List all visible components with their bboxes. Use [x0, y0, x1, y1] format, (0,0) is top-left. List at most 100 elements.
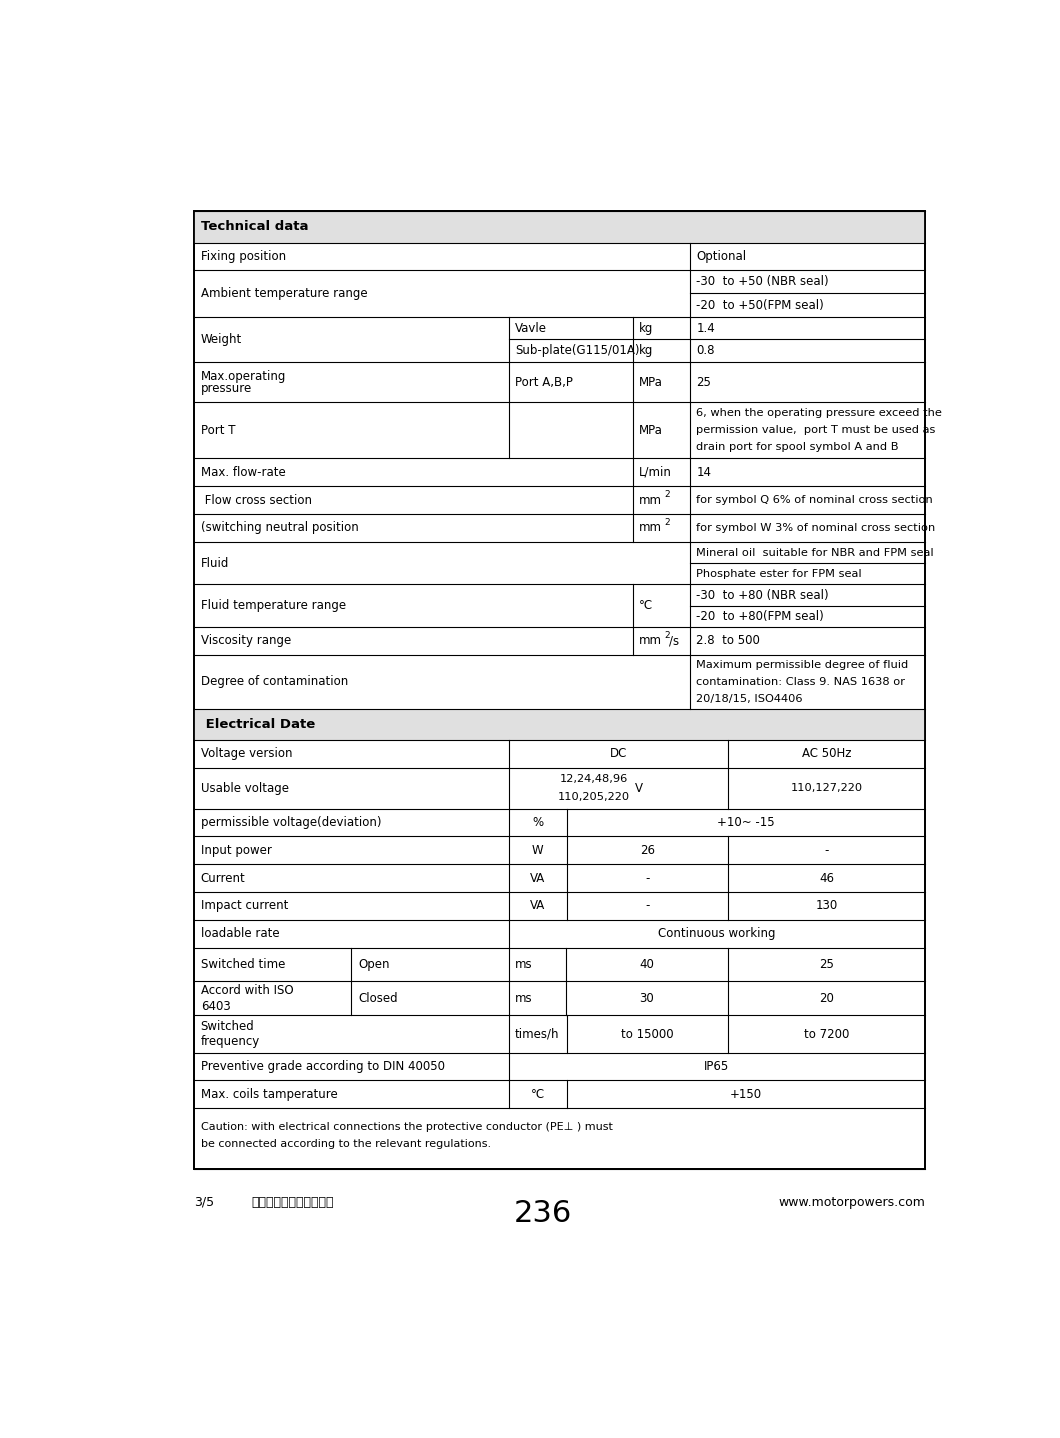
Text: mm: mm	[639, 522, 662, 535]
Text: -20  to +80(FPM seal): -20 to +80(FPM seal)	[696, 610, 824, 623]
Text: Port A,B,P: Port A,B,P	[515, 375, 573, 388]
Text: ms: ms	[515, 958, 533, 971]
Text: kg: kg	[639, 344, 654, 357]
Bar	[194, 709, 925, 741]
Text: mm: mm	[639, 634, 662, 647]
Text: www.motorpowers.com: www.motorpowers.com	[778, 1196, 925, 1209]
Text: contamination: Class 9. NAS 1638 or: contamination: Class 9. NAS 1638 or	[696, 677, 905, 687]
Text: 46: 46	[819, 871, 834, 884]
Text: Max. coils tamperature: Max. coils tamperature	[200, 1089, 337, 1102]
Text: Current: Current	[200, 871, 246, 884]
Text: Degree of contamination: Degree of contamination	[200, 676, 348, 689]
Text: loadable rate: loadable rate	[200, 928, 279, 940]
Bar	[194, 211, 925, 243]
Text: Fluid: Fluid	[200, 557, 229, 569]
Text: Voltage version: Voltage version	[200, 748, 293, 761]
Text: times/h: times/h	[515, 1028, 560, 1041]
Text: Max. flow-rate: Max. flow-rate	[200, 466, 285, 479]
Text: Continuous working: Continuous working	[658, 928, 776, 940]
Text: 2.8  to 500: 2.8 to 500	[696, 634, 760, 647]
Text: 40: 40	[639, 958, 654, 971]
Text: -: -	[825, 844, 829, 857]
Text: VA: VA	[530, 899, 546, 912]
Text: -: -	[646, 871, 650, 884]
Text: 14: 14	[696, 466, 711, 479]
Text: 宁波海士乐液压有限公司: 宁波海士乐液压有限公司	[251, 1196, 334, 1209]
Bar	[194, 211, 925, 1169]
Text: permission value,  port T must be used as: permission value, port T must be used as	[696, 426, 936, 436]
Text: DC: DC	[610, 748, 626, 761]
Text: Open: Open	[358, 958, 389, 971]
Text: 26: 26	[640, 844, 655, 857]
Text: 2: 2	[664, 518, 670, 526]
Text: permissible voltage(deviation): permissible voltage(deviation)	[200, 815, 382, 828]
Text: 6, when the operating pressure exceed the: 6, when the operating pressure exceed th…	[696, 408, 942, 418]
Text: Closed: Closed	[358, 992, 398, 1005]
Text: 6403: 6403	[200, 999, 230, 1012]
Text: 25: 25	[696, 375, 711, 388]
Text: V: V	[635, 782, 642, 795]
Text: IP65: IP65	[704, 1060, 729, 1073]
Text: 25: 25	[819, 958, 834, 971]
Text: 0.8: 0.8	[696, 344, 714, 357]
Text: (switching neutral position: (switching neutral position	[200, 522, 358, 535]
Text: Impact current: Impact current	[200, 899, 288, 912]
Text: -20  to +50(FPM seal): -20 to +50(FPM seal)	[696, 299, 824, 312]
Text: 130: 130	[815, 899, 837, 912]
Text: pressure: pressure	[200, 383, 252, 395]
Text: Electrical Date: Electrical Date	[200, 718, 315, 731]
Text: Max.operating: Max.operating	[200, 370, 286, 383]
Text: drain port for spool symbol A and B: drain port for spool symbol A and B	[696, 441, 899, 452]
Text: +150: +150	[730, 1089, 762, 1102]
Text: 236: 236	[514, 1199, 572, 1228]
Text: °C: °C	[531, 1089, 545, 1102]
Text: Fluid temperature range: Fluid temperature range	[200, 600, 346, 613]
Text: Phosphate ester for FPM seal: Phosphate ester for FPM seal	[696, 569, 862, 578]
Text: Weight: Weight	[200, 334, 242, 347]
Text: 1.4: 1.4	[696, 322, 716, 335]
Text: -: -	[646, 899, 650, 912]
Text: Mineral oil  suitable for NBR and FPM seal: Mineral oil suitable for NBR and FPM sea…	[696, 548, 934, 558]
Text: Technical data: Technical data	[200, 220, 308, 233]
Text: 3/5: 3/5	[194, 1196, 214, 1209]
Text: Preventive grade according to DIN 40050: Preventive grade according to DIN 40050	[200, 1060, 445, 1073]
Text: for symbol Q 6% of nominal cross section: for symbol Q 6% of nominal cross section	[696, 495, 933, 505]
Text: Input power: Input power	[200, 844, 271, 857]
Text: 2: 2	[664, 631, 670, 640]
Text: 12,24,48,96: 12,24,48,96	[560, 774, 628, 784]
Text: Viscosity range: Viscosity range	[200, 634, 290, 647]
Text: Switched: Switched	[200, 1020, 254, 1032]
Text: %: %	[532, 815, 544, 828]
Text: +10~ -15: +10~ -15	[718, 815, 775, 828]
Text: Sub-plate(G115/01A): Sub-plate(G115/01A)	[515, 344, 639, 357]
Text: for symbol W 3% of nominal cross section: for symbol W 3% of nominal cross section	[696, 523, 936, 533]
Text: be connected according to the relevant regulations.: be connected according to the relevant r…	[200, 1139, 491, 1149]
Text: 110,127,220: 110,127,220	[791, 784, 863, 794]
Text: Optional: Optional	[696, 250, 746, 263]
Text: /s: /s	[669, 634, 679, 647]
Text: ms: ms	[515, 992, 533, 1005]
Text: AC 50Hz: AC 50Hz	[801, 748, 851, 761]
Text: L/min: L/min	[639, 466, 672, 479]
Text: kg: kg	[639, 322, 654, 335]
Text: to 15000: to 15000	[621, 1028, 674, 1041]
Text: MPa: MPa	[639, 424, 664, 437]
Text: Switched time: Switched time	[200, 958, 285, 971]
Text: VA: VA	[530, 871, 546, 884]
Text: Port T: Port T	[200, 424, 235, 437]
Text: -30  to +50 (NBR seal): -30 to +50 (NBR seal)	[696, 275, 829, 288]
Text: MPa: MPa	[639, 375, 664, 388]
Text: frequency: frequency	[200, 1035, 260, 1048]
Text: 110,205,220: 110,205,220	[558, 792, 630, 802]
Text: Usable voltage: Usable voltage	[200, 782, 288, 795]
Text: 30: 30	[639, 992, 654, 1005]
Text: Flow cross section: Flow cross section	[200, 493, 312, 506]
Text: Caution: with electrical connections the protective conductor (PE⊥ ) must: Caution: with electrical connections the…	[200, 1122, 613, 1132]
Text: Vavle: Vavle	[515, 322, 547, 335]
Text: 20: 20	[819, 992, 834, 1005]
Text: Fixing position: Fixing position	[200, 250, 286, 263]
Text: 2: 2	[664, 490, 670, 499]
Text: -30  to +80 (NBR seal): -30 to +80 (NBR seal)	[696, 588, 829, 601]
Text: W: W	[532, 844, 544, 857]
Text: Accord with ISO: Accord with ISO	[200, 984, 294, 997]
